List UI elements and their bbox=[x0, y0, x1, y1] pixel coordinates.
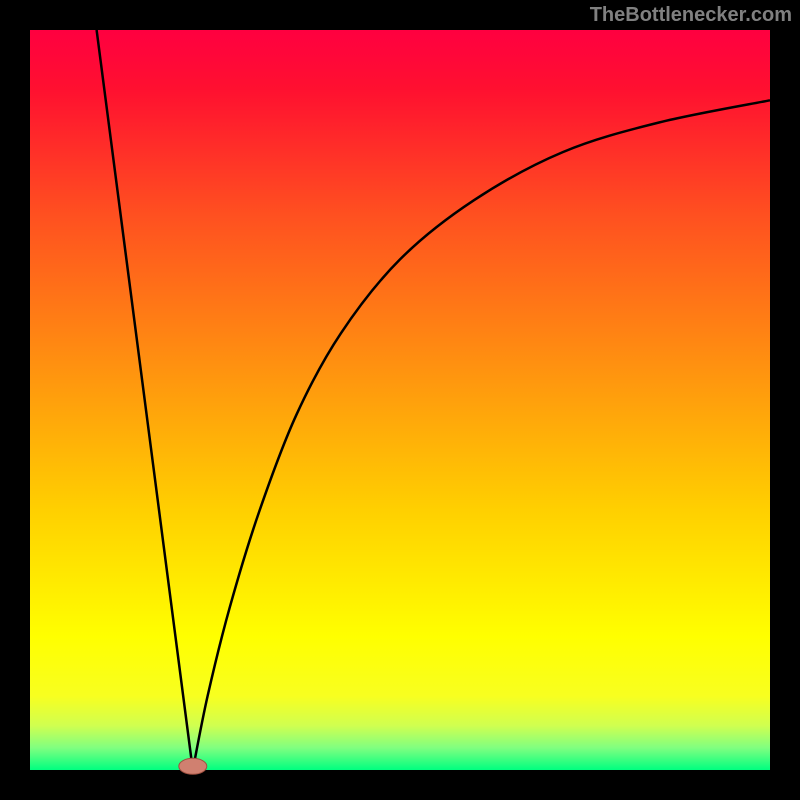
bottleneck-chart: TheBottlenecker.com bbox=[0, 0, 800, 800]
plot-area bbox=[30, 30, 770, 770]
optimal-point-marker bbox=[179, 758, 207, 774]
chart-svg bbox=[0, 0, 800, 800]
watermark-text: TheBottlenecker.com bbox=[590, 4, 792, 27]
